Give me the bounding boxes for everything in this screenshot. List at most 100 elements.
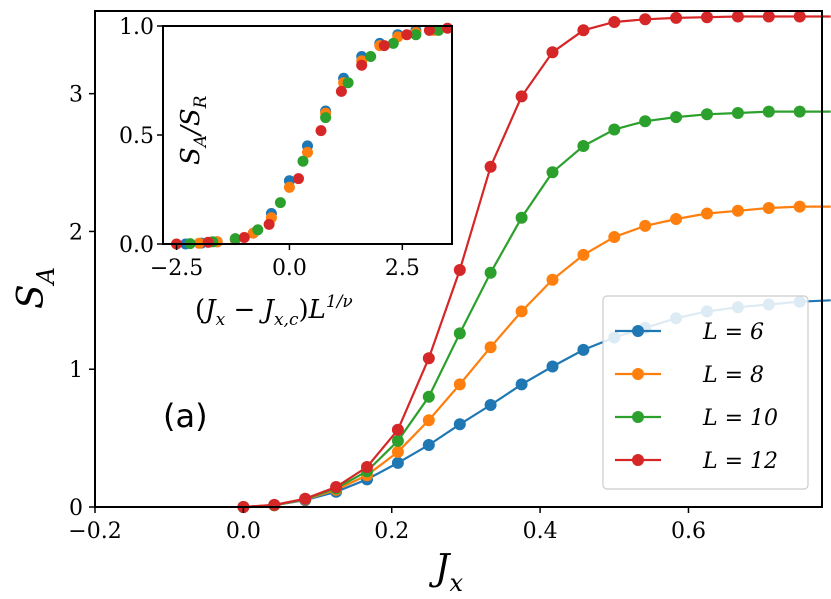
inset-data-point	[423, 24, 435, 36]
data-point	[391, 434, 404, 447]
data-point	[268, 498, 281, 511]
legend-marker	[632, 368, 644, 380]
data-point	[422, 414, 435, 427]
y-tick-label: 1	[69, 358, 83, 383]
inset-data-point	[356, 59, 368, 71]
data-point	[361, 461, 373, 473]
x-tick-label: 0.4	[523, 519, 558, 544]
data-point	[453, 264, 466, 276]
inset-data-point	[202, 236, 214, 248]
data-point	[701, 11, 713, 24]
data-point	[546, 360, 559, 373]
data-point	[577, 24, 590, 37]
inset-y-tick-label: 1.0	[119, 15, 154, 40]
data-point	[546, 46, 559, 59]
y-tick-label: 0	[69, 496, 83, 521]
data-point	[793, 10, 806, 23]
data-point	[608, 123, 621, 136]
data-point	[515, 211, 528, 224]
inset-y-tick-label: 0.5	[119, 124, 154, 149]
inset-data-point	[293, 173, 304, 185]
data-point	[546, 166, 559, 179]
x-tick-label: 0.0	[226, 519, 261, 544]
inset-data-point	[401, 29, 413, 41]
data-point	[670, 11, 683, 24]
data-point	[670, 111, 683, 124]
data-point	[484, 341, 497, 354]
inset-data-point	[302, 146, 313, 158]
x-axis-title: Jx	[428, 548, 463, 597]
data-point	[484, 266, 497, 279]
inset-data-point	[315, 125, 327, 137]
y-tick-label: 2	[69, 220, 83, 245]
inset-data-point	[297, 155, 309, 167]
legend-label: L = 12	[702, 449, 778, 474]
data-point	[701, 108, 713, 121]
inset-data-point	[335, 85, 347, 97]
inset-background	[163, 26, 452, 244]
inset-x-tick-label: 2.5	[385, 256, 420, 281]
data-point	[701, 207, 713, 220]
data-point	[793, 105, 806, 118]
data-point	[577, 140, 590, 152]
data-point	[391, 445, 404, 458]
inset-data-point	[263, 218, 275, 230]
data-point	[608, 231, 621, 243]
data-point	[546, 273, 559, 286]
inset-data-point	[433, 24, 444, 36]
data-point	[391, 456, 404, 469]
data-point	[422, 439, 435, 451]
data-point	[515, 305, 528, 318]
data-point	[731, 107, 744, 119]
x-tick-label: −0.2	[68, 519, 121, 544]
inset-data-point	[387, 37, 399, 49]
data-point	[762, 202, 775, 214]
data-point	[731, 204, 744, 217]
data-point	[484, 160, 497, 173]
data-point	[453, 378, 466, 391]
inset-data-point	[378, 40, 390, 52]
inset-data-point	[342, 77, 354, 89]
data-point	[453, 418, 466, 431]
legend-label: L = 8	[702, 363, 764, 388]
data-point	[639, 115, 652, 128]
inset-data-point	[283, 181, 295, 193]
x-tick-label: 0.6	[671, 519, 706, 544]
panel-label: (a)	[163, 397, 208, 435]
data-point	[577, 343, 590, 356]
data-point	[793, 200, 806, 213]
data-point	[762, 10, 775, 23]
legend-marker	[632, 454, 644, 466]
inset-x-tick-label: −2.5	[150, 256, 203, 281]
main-axes-frame	[94, 10, 823, 508]
legend-marker	[632, 411, 644, 423]
y-axis-title: SA	[11, 267, 60, 309]
data-point	[422, 390, 435, 403]
data-point	[577, 248, 590, 261]
inset-data-point	[320, 112, 332, 124]
data-point	[515, 90, 528, 103]
inset-y-axis-title: SA/SR	[176, 95, 211, 165]
x-tick-label: 0.2	[374, 519, 409, 544]
data-point	[422, 352, 435, 365]
data-point	[639, 219, 652, 232]
data-point	[731, 10, 744, 23]
y-tick-label: 3	[69, 83, 83, 108]
inset-x-tick-label: 0.0	[272, 256, 307, 281]
legend-marker	[632, 325, 644, 337]
inset-plot: −2.5 0.0 2.50.00.51.0(Jx − Jx,c)L1/νSA/SR	[119, 15, 453, 330]
data-point	[391, 423, 404, 436]
inset-y-tick-label: 0.0	[119, 233, 154, 258]
data-point	[762, 105, 775, 118]
inset-data-point	[274, 197, 286, 209]
data-point	[515, 378, 528, 391]
data-point	[453, 327, 466, 340]
inset-data-point	[229, 233, 241, 245]
main-plot: −0.2 0.0 0.2 0.4 0.6 0 1 2 3 Jx SA (a) L = 6 L = 8 L =…	[11, 10, 831, 597]
inset-x-axis-title: (Jx − Jx,c)L1/ν	[195, 292, 353, 330]
data-point	[639, 13, 652, 26]
inset-data-point	[410, 29, 422, 41]
data-point	[670, 213, 683, 225]
legend-label: L = 6	[702, 320, 764, 345]
